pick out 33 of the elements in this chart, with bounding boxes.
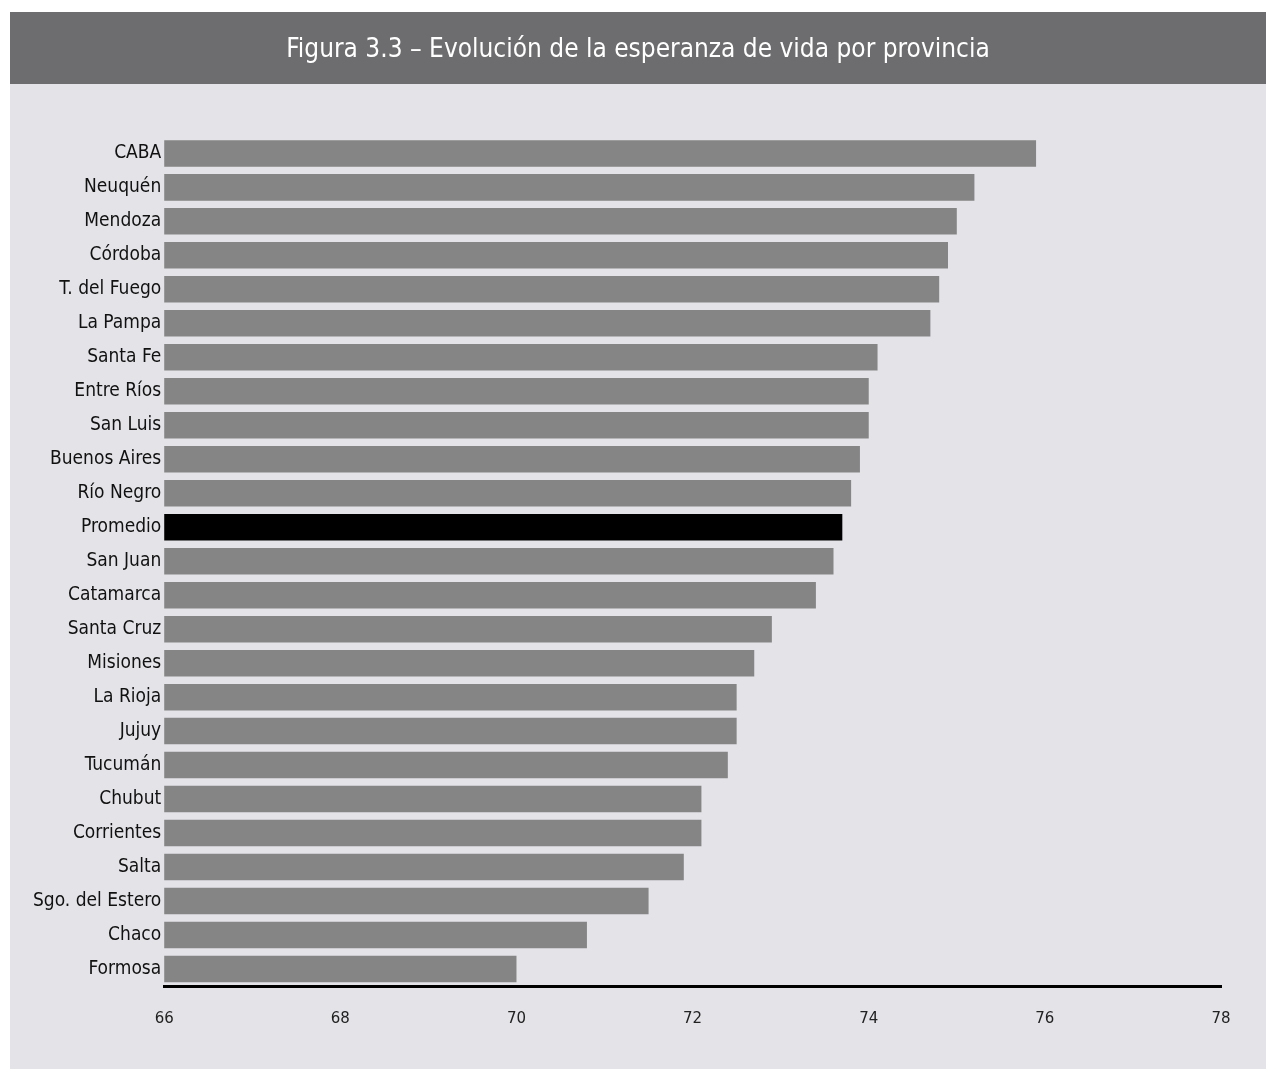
y-tick-label: Río Negro — [77, 480, 162, 503]
x-tick-label: 76 — [1035, 1008, 1055, 1027]
y-tick-label: Entre Ríos — [74, 378, 162, 401]
y-tick-label: San Luis — [89, 412, 162, 435]
y-tick-label: Córdoba — [89, 242, 162, 265]
y-tick-label: Chaco — [108, 921, 162, 944]
y-tick-label: Promedio — [80, 514, 162, 537]
y-tick-label: Catamarca — [68, 582, 162, 605]
y-tick-label: Chubut — [99, 786, 162, 809]
y-tick-label: Santa Fe — [87, 344, 162, 367]
y-tick-label: San Juan — [86, 548, 162, 571]
x-tick-label: 78 — [1211, 1008, 1231, 1027]
y-tick-label: Neuquén — [84, 174, 162, 197]
x-tick-label: 66 — [154, 1008, 174, 1027]
chart-title: Figura 3.3 – Evolución de la esperanza de vida por provincia — [10, 12, 1266, 84]
y-tick-label: La Pampa — [77, 310, 162, 333]
y-tick-label: CABA — [114, 140, 162, 163]
x-tick-label: 70 — [506, 1008, 527, 1027]
y-tick-label: Mendoza — [84, 208, 162, 231]
y-tick-label: La Rioja — [93, 684, 162, 707]
x-tick-label: 72 — [683, 1008, 703, 1027]
y-tick-label: Formosa — [88, 955, 162, 978]
y-tick-label: Jujuy — [118, 718, 162, 741]
y-tick-label: Salta — [117, 853, 162, 876]
y-tick-label: Sgo. del Estero — [32, 887, 162, 910]
y-tick-label: Misiones — [87, 650, 162, 673]
x-tick-label: 74 — [859, 1008, 879, 1027]
x-tick-label: 68 — [330, 1008, 350, 1027]
y-tick-label: T. del Fuego — [58, 276, 162, 299]
y-tick-label: Corrientes — [72, 820, 162, 843]
y-tick-label: Tucumán — [83, 752, 162, 775]
y-tick-label: Santa Cruz — [67, 616, 162, 639]
y-tick-label: Buenos Aires — [50, 446, 162, 469]
